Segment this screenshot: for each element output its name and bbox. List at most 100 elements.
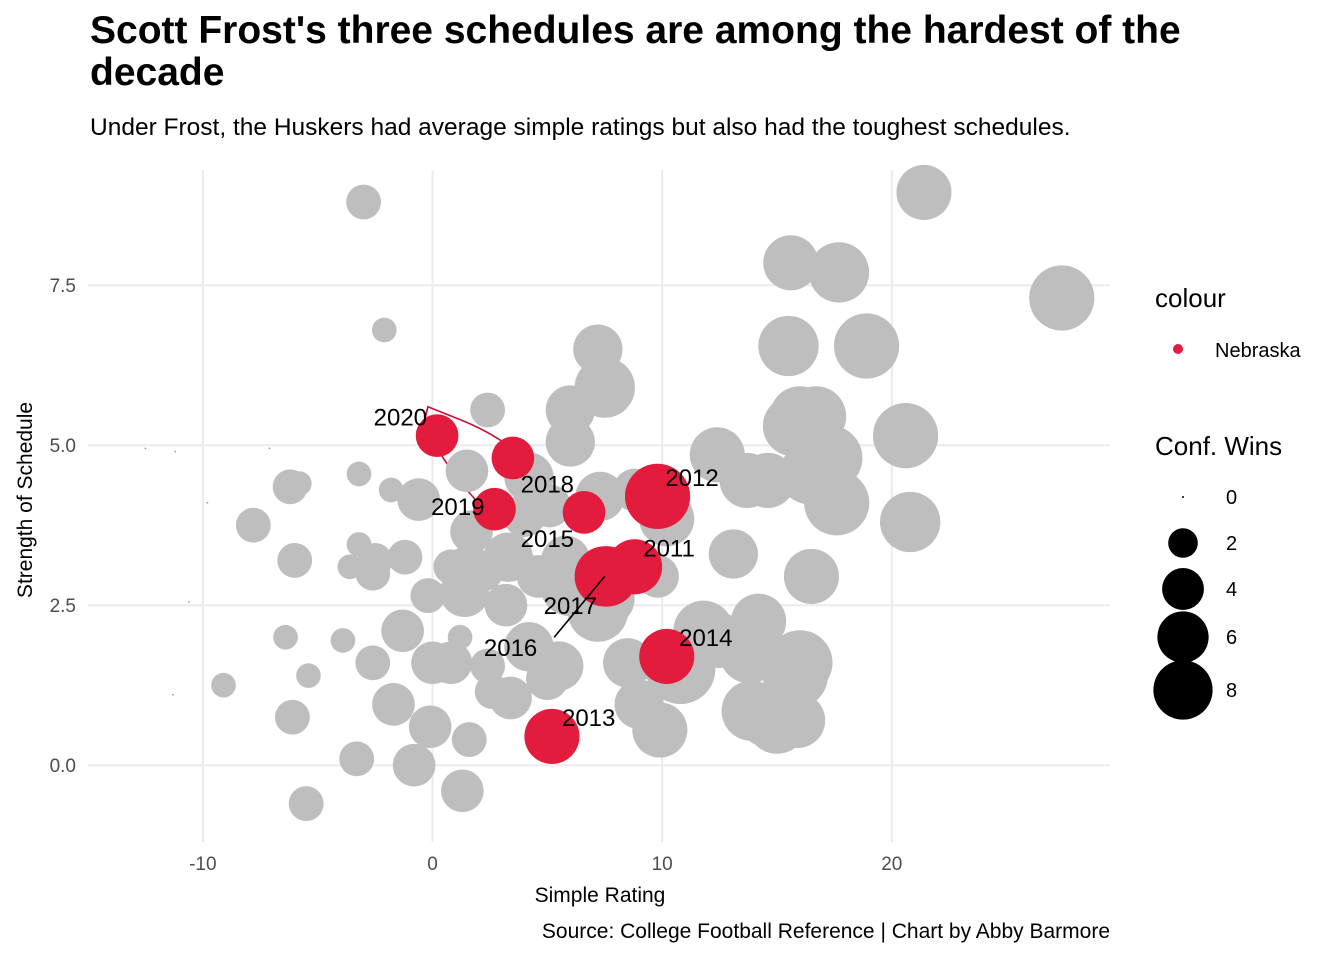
legend-colour-title: colour <box>1155 283 1226 313</box>
other-team-point <box>833 313 900 379</box>
nebraska-points <box>415 414 695 764</box>
other-team-point <box>808 242 870 303</box>
other-team-point <box>470 392 506 428</box>
other-team-point <box>371 317 397 343</box>
other-team-point <box>172 693 174 696</box>
other-team-points <box>144 164 1095 822</box>
year-label-2018: 2018 <box>521 472 574 499</box>
other-team-point <box>451 722 487 758</box>
other-team-point <box>880 491 941 553</box>
legend-colour-swatch <box>1173 344 1183 354</box>
other-team-point <box>346 184 382 220</box>
other-team-point <box>441 769 484 813</box>
other-team-point <box>489 676 532 720</box>
other-team-point <box>355 645 391 681</box>
other-team-point <box>288 786 324 822</box>
legend-size-swatch <box>1162 568 1204 610</box>
other-team-point <box>274 699 310 735</box>
legend-colour-label: Nebraska <box>1215 340 1301 362</box>
legend-size-swatch <box>1168 528 1198 558</box>
other-team-point <box>758 315 819 377</box>
y-tick-label: 2.5 <box>50 596 76 617</box>
other-team-point <box>372 683 415 726</box>
other-team-point <box>763 235 819 291</box>
other-team-point <box>896 164 952 220</box>
other-team-point <box>235 507 271 543</box>
x-tick-label: -10 <box>189 854 216 875</box>
legend-size-label: 2 <box>1226 533 1237 555</box>
chart-caption: Source: College Football Reference | Cha… <box>541 920 1110 943</box>
legend: colour Nebraska Conf. Wins 0 2 4 6 8 <box>1153 283 1301 720</box>
year-label-2020: 2020 <box>374 404 427 431</box>
other-team-point <box>484 583 528 627</box>
legend-colour-entries: Nebraska <box>1173 340 1301 362</box>
other-team-point <box>296 663 321 688</box>
other-team-point <box>770 692 826 748</box>
other-team-point <box>545 417 595 467</box>
year-label-2013: 2013 <box>562 705 615 732</box>
other-team-point <box>346 461 372 487</box>
nebraska-point-2020 <box>415 414 459 457</box>
other-team-point <box>174 450 177 453</box>
nebraska-point-2019 <box>473 487 516 531</box>
other-team-point <box>392 743 436 787</box>
other-team-point <box>740 452 796 508</box>
x-tick-label: 0 <box>427 854 438 875</box>
legend-size-label: 4 <box>1226 579 1237 601</box>
other-team-point <box>397 478 441 521</box>
chart-subtitle: Under Frost, the Huskers had average sim… <box>90 114 1071 141</box>
year-label-2011: 2011 <box>643 536 695 563</box>
other-team-point <box>1029 265 1095 331</box>
other-team-point <box>632 702 688 758</box>
other-team-point <box>378 477 404 503</box>
legend-size-label: 8 <box>1226 680 1237 702</box>
y-axis-title: Strength of Schedule <box>14 402 37 598</box>
other-team-point <box>268 447 271 450</box>
nebraska-point-2013 <box>524 708 580 764</box>
legend-size-swatch <box>1153 660 1213 720</box>
x-tick-label: 20 <box>881 854 902 875</box>
y-axis-ticks: 0.0 2.5 5.0 7.5 <box>50 276 76 777</box>
other-team-point <box>410 578 446 614</box>
other-team-point <box>445 449 489 493</box>
other-team-point <box>525 657 569 701</box>
year-labels: 2020 2019 2018 2015 2012 2011 2017 2016 2014 2013 <box>374 404 733 732</box>
legend-size-title: Conf. Wins <box>1155 431 1282 461</box>
other-team-point <box>429 641 473 685</box>
nebraska-point-2015 <box>562 491 606 534</box>
label-leader-2016 <box>553 575 606 638</box>
year-label-2016: 2016 <box>484 635 537 662</box>
legend-size-swatch <box>1157 611 1209 663</box>
other-team-point <box>387 539 423 575</box>
other-team-point <box>286 471 312 496</box>
legend-size-swatch <box>1182 496 1184 498</box>
other-team-point <box>206 501 209 504</box>
y-tick-label: 5.0 <box>50 436 76 457</box>
nebraska-point-2012 <box>624 463 691 529</box>
other-team-point <box>708 529 758 579</box>
other-team-point <box>273 624 298 650</box>
other-team-point <box>408 705 452 749</box>
y-tick-label: 7.5 <box>50 276 76 297</box>
x-tick-label: 10 <box>652 854 673 875</box>
nebraska-point-2018 <box>491 436 535 480</box>
other-team-point <box>144 447 147 450</box>
other-team-point <box>381 609 424 653</box>
other-team-point <box>188 601 190 603</box>
other-team-point <box>804 470 870 536</box>
legend-size-entries: 0 2 4 6 8 <box>1153 487 1237 720</box>
other-team-point <box>355 555 391 591</box>
other-team-point <box>339 741 375 777</box>
other-team-point <box>873 403 939 469</box>
y-tick-label: 0.0 <box>50 756 76 777</box>
legend-size-label: 6 <box>1226 627 1237 649</box>
year-label-2019: 2019 <box>431 494 484 521</box>
other-team-point <box>330 628 356 653</box>
year-label-2014: 2014 <box>679 625 732 652</box>
nebraska-point-2014 <box>639 628 695 684</box>
legend-size-label: 0 <box>1226 487 1237 509</box>
x-axis-title: Simple Rating <box>535 884 666 907</box>
other-team-point <box>277 542 313 578</box>
other-team-point <box>440 567 490 618</box>
